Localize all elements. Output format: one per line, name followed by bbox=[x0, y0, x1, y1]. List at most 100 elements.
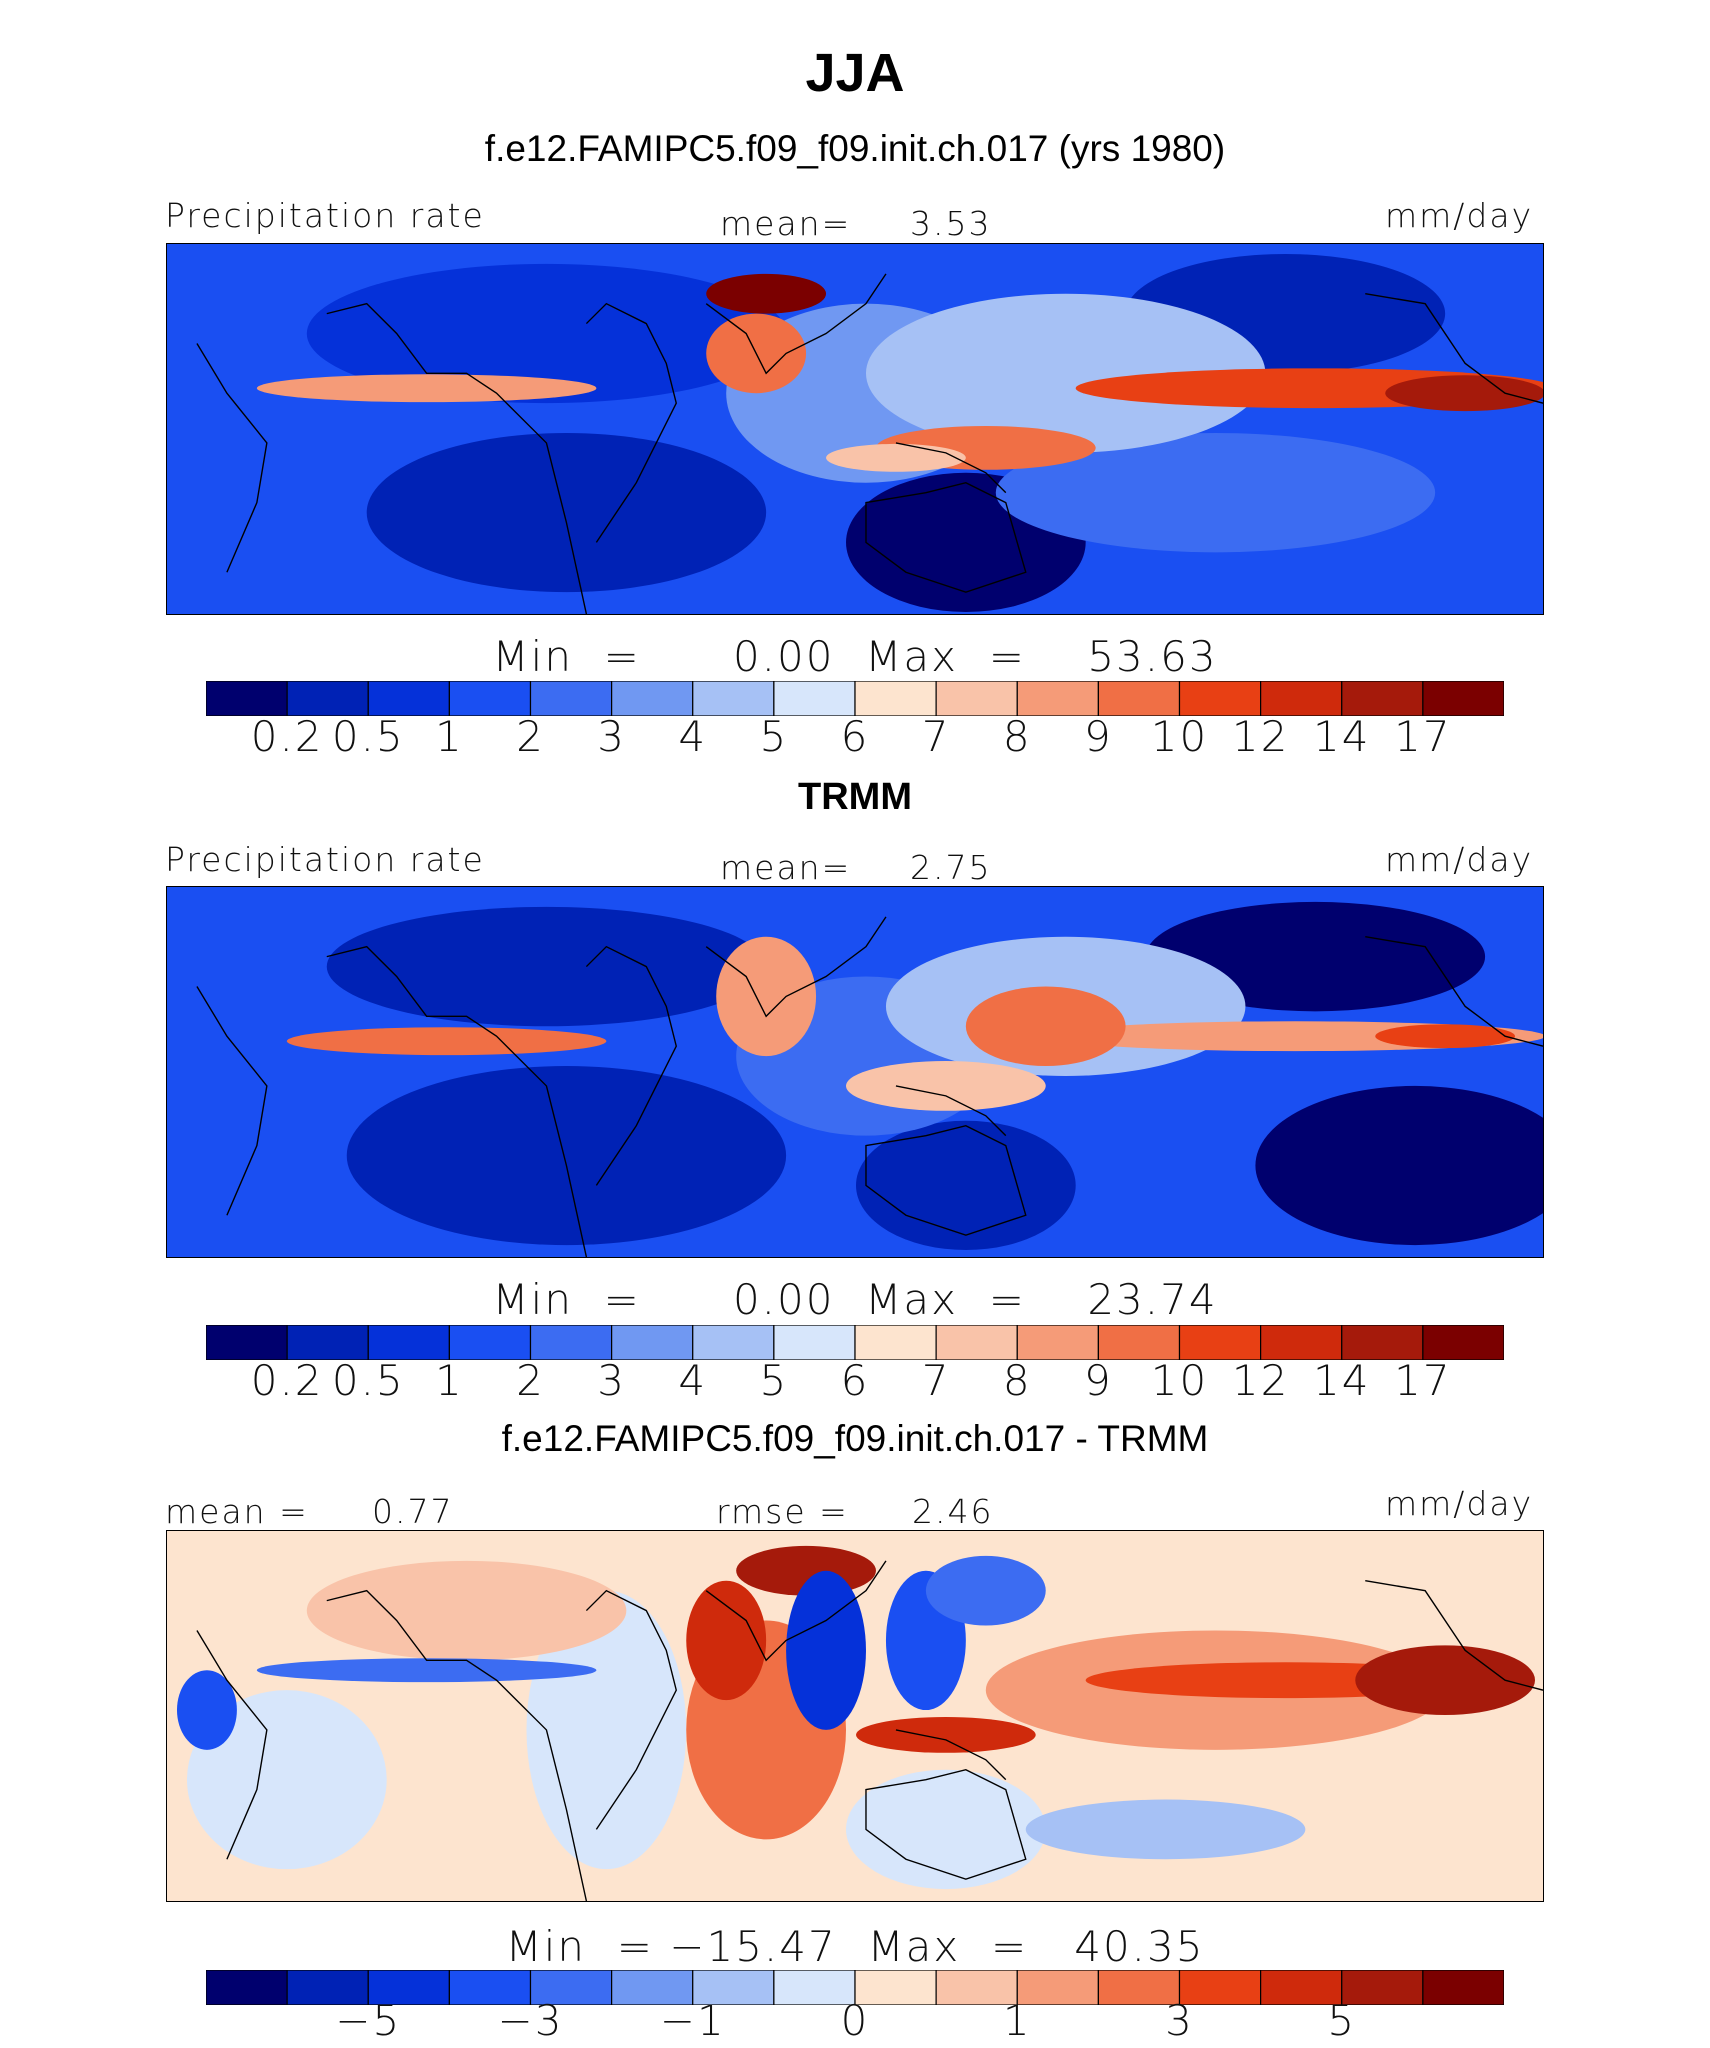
panel-3-rmse-label: rmse = bbox=[716, 1492, 849, 1531]
panel-2-minmax: Min = 0.00 Max = 23.74 bbox=[0, 1275, 1710, 1324]
panel-3-colorbar-swatch bbox=[286, 1970, 369, 2005]
panel-1-colorbar-swatch bbox=[1422, 681, 1504, 716]
panel-2-left-label: Precipitation rate bbox=[165, 840, 485, 879]
panel-3-colorbar bbox=[206, 1970, 1504, 2005]
panel-3-indonesia bbox=[855, 1716, 1036, 1753]
panel-2-dry-sepacific bbox=[1255, 1085, 1543, 1246]
panel-2-colorbar-swatch bbox=[1016, 1325, 1099, 1360]
panel-3-coastlines bbox=[196, 1560, 1543, 1901]
panel-1-colorbar-swatch bbox=[206, 681, 288, 716]
panel-2-colorbar-swatch bbox=[206, 1325, 288, 1360]
panel-1-itcz-east bbox=[1385, 375, 1543, 412]
panel-3-colorbar-tick: 3 bbox=[1165, 1996, 1194, 2045]
panel-3-map bbox=[166, 1530, 1544, 1902]
panel-2-colorbar-swatch bbox=[367, 1325, 450, 1360]
panel-2-map bbox=[166, 886, 1544, 1258]
panel-2-colorbar-swatch bbox=[773, 1325, 856, 1360]
panel-1-wpac-light bbox=[865, 293, 1266, 453]
panel-2-mean-value: 2.75 bbox=[910, 848, 992, 887]
panel-2-colorbar-swatch bbox=[692, 1325, 775, 1360]
panel-1-colorbar-tick: 8 bbox=[1002, 712, 1032, 761]
panel-2-colorbar-swatch bbox=[448, 1325, 532, 1360]
panel-1-minmax: Min = 0.00 Max = 53.63 bbox=[0, 632, 1710, 681]
panel-1-colorbar-swatch bbox=[854, 681, 937, 716]
panel-1-colorbar-tick: 9 bbox=[1084, 712, 1113, 761]
panel-1-colorbar-tick: 2 bbox=[516, 712, 545, 761]
panel-2-colorbar-ticks: 0.2 0.5 1 2 3 4 5 6 7 8 9 10 12 14 17 bbox=[206, 1356, 1504, 1416]
panel-2-colorbar-swatch bbox=[1422, 1325, 1504, 1360]
panel-3-bay-of-bengal bbox=[786, 1570, 866, 1730]
panel-1-colorbar-swatch bbox=[1016, 681, 1099, 716]
panel-1-mean-value: 3.53 bbox=[910, 204, 992, 243]
panel-1-colorbar-swatch bbox=[1178, 681, 1262, 716]
panel-2-colorbar-swatch bbox=[611, 1325, 694, 1360]
panel-1-colorbar-tick: 12 bbox=[1231, 712, 1290, 761]
panel-3-wpac bbox=[925, 1555, 1046, 1626]
panel-3-amazon bbox=[176, 1670, 237, 1750]
panel-2-colorbar-tick: 2 bbox=[516, 1356, 545, 1405]
panel-2-colorbar-swatch bbox=[1341, 1325, 1424, 1360]
panel-3-minmax: Min = −15.47 Max = 40.35 bbox=[0, 1922, 1710, 1971]
panel-2-colorbar-tick: 14 bbox=[1313, 1356, 1371, 1405]
panel-2-mean-label: mean= bbox=[720, 848, 852, 887]
panel-1-colorbar-tick: 17 bbox=[1394, 712, 1452, 761]
panel-2-units: mm/day bbox=[1385, 840, 1534, 879]
panel-3-colorbar-swatch bbox=[773, 1970, 856, 2005]
panel-3-east-pacific bbox=[1355, 1645, 1536, 1716]
panel-2-colorbar-swatch bbox=[854, 1325, 937, 1360]
panel-2-min-value: 0.00 bbox=[732, 1275, 835, 1324]
panel-1-colorbar-tick: 4 bbox=[678, 712, 708, 761]
panel-2-colorbar-tick: 6 bbox=[840, 1356, 870, 1405]
panel-1-max-label: Max = bbox=[865, 632, 1026, 681]
panel-1-colorbar-swatch bbox=[448, 681, 532, 716]
panel-2-india bbox=[716, 936, 817, 1057]
panel-1-colorbar bbox=[206, 681, 1504, 716]
panel-1-map bbox=[166, 243, 1544, 615]
panel-3-colorbar-tick: 5 bbox=[1327, 1996, 1357, 2045]
panel-1-eq-indian bbox=[826, 443, 966, 472]
panel-1-colorbar-tick: 5 bbox=[759, 712, 789, 761]
panel-2-max-label: Max = bbox=[865, 1275, 1026, 1324]
panel-3-atlantic-itcz bbox=[256, 1658, 597, 1683]
panel-1-min-label: Min = bbox=[492, 632, 641, 681]
panel-1-dry-nafrica bbox=[306, 263, 787, 404]
panel-1-colorbar-swatch bbox=[935, 681, 1018, 716]
panel-2-title: TRMM bbox=[798, 776, 912, 818]
panel-1-colorbar-swatch bbox=[367, 681, 450, 716]
figure-title: JJA bbox=[805, 43, 905, 103]
panel-3-colorbar-swatch bbox=[367, 1970, 450, 2005]
panel-3-nafrica bbox=[306, 1560, 627, 1661]
panel-2-colorbar-tick: 5 bbox=[759, 1356, 789, 1405]
panel-2-min-label: Min = bbox=[492, 1275, 641, 1324]
panel-1-mean-label: mean= bbox=[720, 204, 852, 243]
panel-2-colorbar-tick: 0.2 bbox=[250, 1356, 324, 1405]
panel-1-itcz-atlantic bbox=[256, 374, 597, 403]
panel-3-min-value: −15.47 bbox=[669, 1922, 837, 1971]
panel-3-max-label: Max = bbox=[867, 1922, 1029, 1971]
panel-1-colorbar-tick: 0.5 bbox=[331, 712, 405, 761]
panel-2-colorbar-tick: 8 bbox=[1002, 1356, 1032, 1405]
panel-3-colorbar-tick: 0 bbox=[840, 1996, 870, 2045]
panel-3-mean-value: 0.77 bbox=[372, 1492, 454, 1531]
panel-3-colorbar-ticks: −5 −3 −1 0 1 3 5 bbox=[206, 1996, 1504, 2048]
panel-1-colorbar-swatch bbox=[773, 681, 856, 716]
panel-1-colorbar-tick: 0.2 bbox=[250, 712, 324, 761]
panel-3-rmse-value: 2.46 bbox=[912, 1492, 994, 1531]
panel-2-coastlines bbox=[196, 916, 1543, 1257]
panel-1-colorbar-tick: 14 bbox=[1313, 712, 1371, 761]
panel-1-colorbar-tick: 10 bbox=[1150, 712, 1209, 761]
panel-1-colorbar-swatch bbox=[529, 681, 613, 716]
panel-3-arabian-sea bbox=[686, 1580, 767, 1701]
panel-2-colorbar-tick: 4 bbox=[678, 1356, 708, 1405]
panel-1-title: f.e12.FAMIPC5.f09_f09.init.ch.017 (yrs 1… bbox=[484, 128, 1226, 169]
panel-2-colorbar-tick: 0.5 bbox=[331, 1356, 405, 1405]
panel-3-colorbar-swatch bbox=[1097, 1970, 1181, 2005]
panel-1-colorbar-swatch bbox=[692, 681, 775, 716]
panel-3-max-value: 40.35 bbox=[1074, 1922, 1205, 1971]
panel-3-australia bbox=[846, 1769, 1046, 1890]
panel-3-spac bbox=[1025, 1799, 1306, 1860]
panel-1-colorbar-ticks: 0.2 0.5 1 2 3 4 5 6 7 8 9 10 12 14 17 bbox=[206, 712, 1504, 772]
panel-2-itcz-east bbox=[1375, 1024, 1516, 1049]
panel-2-colorbar-swatch bbox=[1097, 1325, 1181, 1360]
panel-1-colorbar-tick: 6 bbox=[840, 712, 870, 761]
